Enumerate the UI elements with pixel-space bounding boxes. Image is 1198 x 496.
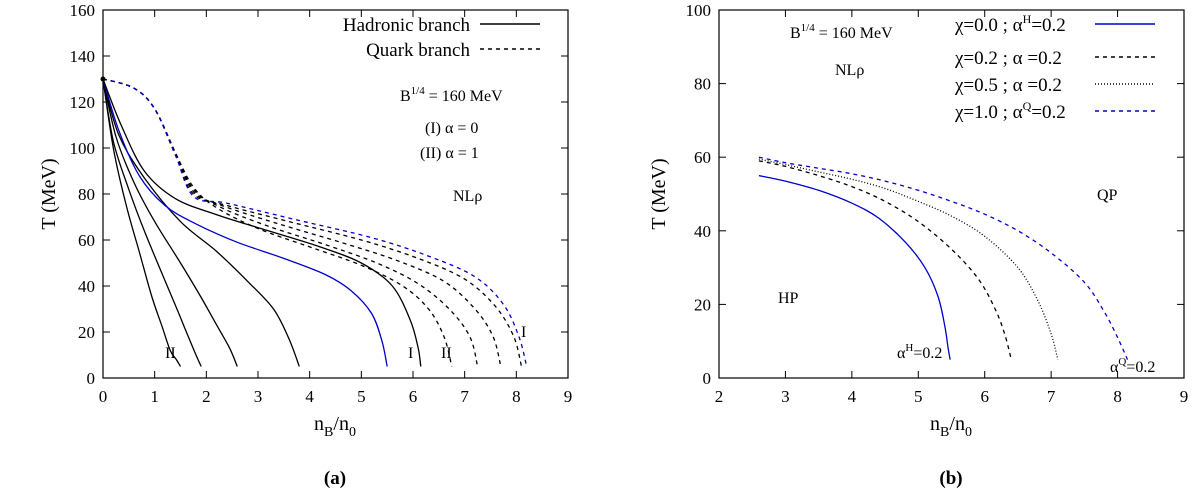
panel-a-series-line-5 bbox=[102, 78, 422, 367]
legend-label-hadronic: Hadronic branch bbox=[343, 15, 471, 36]
panel-a-legend: Hadronic branch Quark branch bbox=[343, 15, 540, 61]
panel-a-xtick-label: 8 bbox=[512, 387, 521, 406]
panel-b: 2 3 4 5 6 7 8 9 0 20 40 60 80 100 T (MeV) nB/n0 (b) χ… bbox=[648, 1, 1188, 489]
panel-b-xtick-label: 6 bbox=[980, 387, 989, 406]
panel-b-hadron-phase: HP bbox=[778, 290, 799, 307]
panel-a-series-line-4 bbox=[102, 78, 388, 367]
panel-a-bag-constant: B1/4 = 160 MeV bbox=[400, 85, 503, 105]
panel-b-ytick-label: 40 bbox=[694, 222, 711, 241]
panel-b-ticks: 2 3 4 5 6 7 8 9 0 20 40 60 80 100 bbox=[686, 1, 1189, 406]
panel-b-ytick-label: 80 bbox=[694, 75, 711, 94]
panel-a-caption: (a) bbox=[324, 468, 346, 489]
panel-a-series-line-6 bbox=[102, 78, 453, 367]
panel-a-xtick-label: 3 bbox=[254, 387, 263, 406]
panel-b-plot-frame bbox=[718, 9, 1185, 379]
panel-b-xtick-label: 5 bbox=[914, 387, 923, 406]
panel-a-plot-frame bbox=[102, 9, 569, 379]
panel-a-series-line-9 bbox=[102, 78, 523, 367]
panel-a-series-line-2 bbox=[102, 78, 238, 367]
panel-b-xtick-label: 9 bbox=[1180, 387, 1189, 406]
panel-a-label-I-mid: I bbox=[408, 345, 413, 362]
panel-a-ylabel: T (MeV) bbox=[38, 158, 60, 229]
panel-a-ytick-label: 160 bbox=[70, 1, 96, 20]
panel-b-xtick-label: 4 bbox=[848, 387, 857, 406]
panel-a-xtick-label: 5 bbox=[357, 387, 366, 406]
panel-a-xtick-label: 4 bbox=[305, 387, 314, 406]
panel-a-ytick-label: 120 bbox=[70, 93, 96, 112]
panel-b-bag-constant: B1/4 = 160 MeV bbox=[790, 22, 893, 42]
panel-a-xtick-label: 9 bbox=[564, 387, 573, 406]
panel-a-ytick-label: 0 bbox=[87, 369, 96, 388]
panel-b-curves bbox=[758, 156, 1129, 360]
panel-b-xlabel: nB/n0 bbox=[930, 413, 972, 440]
panel-b-series-line-1 bbox=[758, 160, 1012, 360]
panel-b-alpha-h-label: αH=0.2 bbox=[897, 342, 942, 362]
legend-label-chi-0-0: χ=0.0 ; αH=0.2 bbox=[954, 12, 1066, 36]
panel-b-series-line-0 bbox=[758, 174, 951, 360]
panel-a-series-line-0 bbox=[102, 78, 182, 367]
panel-a-ytick-label: 80 bbox=[78, 185, 95, 204]
panel-a-series-line-3 bbox=[102, 78, 300, 367]
legend-label-chi-0-5: χ=0.5 ; α =0.2 bbox=[954, 75, 1062, 96]
panel-b-series-line-3 bbox=[758, 156, 1129, 360]
panel-a-curves bbox=[100, 76, 528, 367]
panel-b-series-line-2 bbox=[758, 158, 1059, 360]
panel-b-ytick-label: 20 bbox=[694, 295, 711, 314]
panel-a-case-two: (II) α = 1 bbox=[420, 145, 479, 162]
panel-b-xtick-label: 8 bbox=[1113, 387, 1122, 406]
panel-b-ytick-label: 0 bbox=[703, 369, 712, 388]
panel-a-case-one: (I) α = 0 bbox=[425, 120, 478, 137]
panel-b-quark-phase: QP bbox=[1097, 187, 1118, 204]
legend-label-chi-1-0: χ=1.0 ; αQ=0.2 bbox=[954, 99, 1066, 123]
panel-a-label-II-left: II bbox=[165, 345, 176, 362]
panel-a-model: NLρ bbox=[453, 188, 482, 205]
panel-a-label-I-right: I bbox=[521, 324, 526, 341]
panel-b-xtick-label: 7 bbox=[1047, 387, 1056, 406]
panel-b-alpha-q-label: αQ=0.2 bbox=[1110, 356, 1155, 376]
panel-a-xlabel: nB/n0 bbox=[314, 413, 356, 440]
panel-b-caption: (b) bbox=[939, 468, 962, 489]
legend-label-chi-0-2: χ=0.2 ; α =0.2 bbox=[954, 48, 1062, 69]
panel-a-xtick-label: 1 bbox=[150, 387, 159, 406]
panel-b-xtick-label: 2 bbox=[715, 387, 724, 406]
panel-a-xtick-label: 0 bbox=[99, 387, 108, 406]
panel-a-ytick-label: 60 bbox=[78, 231, 95, 250]
panel-a-series-line-1 bbox=[102, 78, 202, 367]
legend-label-quark: Quark branch bbox=[366, 40, 470, 61]
panel-a-xtick-label: 2 bbox=[202, 387, 211, 406]
panel-a-ticks: 0 1 2 3 4 5 6 7 8 9 0 20 40 60 80 100 120 140 160 bbox=[70, 1, 573, 406]
panel-b-ylabel: T (MeV) bbox=[648, 158, 670, 229]
panel-a-ytick-label: 40 bbox=[78, 277, 95, 296]
panel-a-ytick-label: 100 bbox=[70, 139, 96, 158]
panel-b-legend: χ=0.0 ; αH=0.2 χ=0.2 ; α =0.2 χ=0.5 ; α … bbox=[954, 12, 1155, 123]
panel-a-series-line-7 bbox=[102, 78, 479, 367]
panel-a-ytick-label: 140 bbox=[70, 47, 96, 66]
panel-b-xtick-label: 3 bbox=[781, 387, 790, 406]
panel-a-label-II-mid: II bbox=[441, 345, 452, 362]
panel-b-ytick-label: 60 bbox=[694, 148, 711, 167]
panel-a-xtick-label: 6 bbox=[409, 387, 418, 406]
panel-a-ytick-label: 20 bbox=[78, 323, 95, 342]
panel-b-model: NLρ bbox=[835, 62, 864, 79]
panel-a-xtick-label: 7 bbox=[460, 387, 469, 406]
panel-b-ytick-label: 100 bbox=[686, 1, 712, 20]
